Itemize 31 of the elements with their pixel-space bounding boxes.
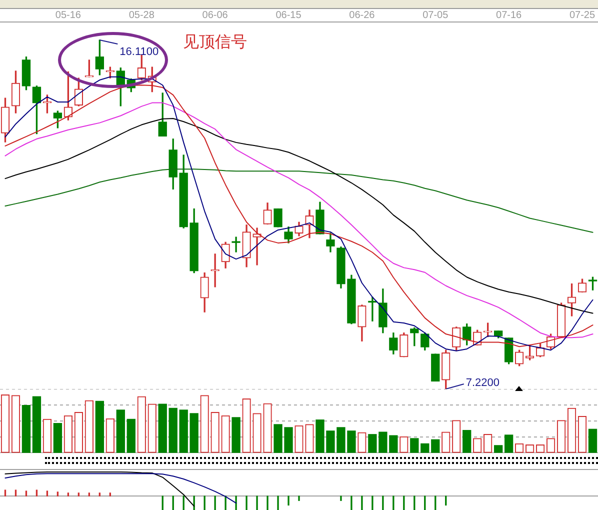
bar [126,418,136,453]
x-tick-label: 07-25 [569,10,596,21]
bar [168,408,178,453]
candlestick [232,236,240,252]
bar [53,423,62,453]
bar [179,410,188,453]
bar [158,404,167,453]
bar [420,443,430,453]
bar [431,439,440,453]
x-tick-label: 07-05 [422,10,449,21]
x-tick-label: 06-15 [276,10,302,21]
x-tick-label: 06-06 [202,10,228,21]
annotation: 7.2200 [466,377,500,390]
candlestick [252,228,262,266]
x-tick-label: 06-26 [349,10,376,21]
bar [22,404,31,453]
x-tick-label: 07-16 [496,10,522,21]
x-tick-label: 05-28 [128,10,155,21]
x-tick-label: 05-16 [55,10,82,21]
bar [32,396,42,453]
bar [116,410,125,453]
annotation: 见顶信号 [183,34,247,52]
bar [494,445,503,453]
bar [95,400,104,453]
bar [462,430,472,453]
bar [588,428,598,453]
bar [410,438,419,453]
bar [232,417,240,453]
annotation: 16.1100 [120,46,159,58]
bar [504,434,514,453]
bar [190,413,198,453]
